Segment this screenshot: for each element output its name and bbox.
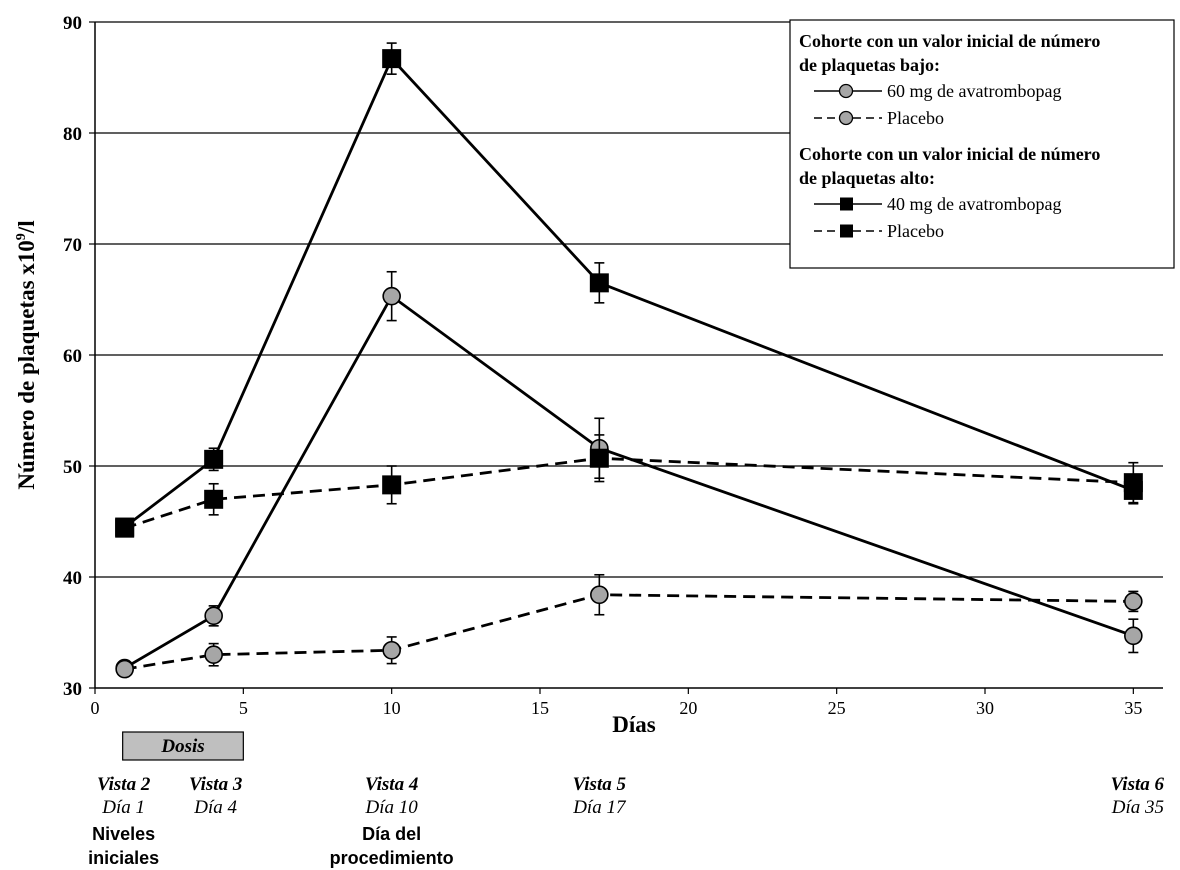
legend-heading: de plaquetas alto: (799, 168, 935, 188)
data-point (589, 448, 609, 468)
legend-item-label: 40 mg de avatrombopag (887, 194, 1061, 214)
y-tick-label: 90 (63, 13, 82, 34)
x-tick-label: 0 (91, 698, 100, 718)
visit-day-label: Día 10 (365, 797, 419, 818)
legend-item-label: Placebo (887, 221, 944, 241)
data-point (204, 645, 223, 665)
visit-day-label: Día 1 (101, 797, 145, 818)
grid-lines (95, 21, 1163, 578)
data-point (382, 49, 402, 69)
series-line (124, 456, 1134, 530)
visit-note: Niveles (92, 824, 155, 844)
visit-label: Vista 4 (365, 774, 418, 795)
visit-label: Vista 5 (573, 774, 627, 795)
y-axis-title-sup: 9 (14, 233, 29, 240)
y-tick-label: 40 (63, 568, 82, 589)
axes: 30 40 50 60 70 80 90 0 5 10 15 20 25 30 35 Días Número d… (14, 13, 1163, 737)
x-tick-label: 35 (1124, 698, 1142, 718)
legend-marker (840, 224, 853, 238)
data-point (382, 286, 401, 306)
visit-label: Vista 3 (189, 774, 242, 795)
visit-note: procedimiento (330, 848, 454, 868)
legend-heading: Cohorte con un valor inicial de número (799, 31, 1100, 51)
data-point (1124, 626, 1143, 646)
data-point (382, 475, 402, 495)
legend-heading: de plaquetas bajo: (799, 55, 940, 75)
x-tick-label: 20 (679, 698, 697, 718)
data-point (590, 585, 609, 605)
data-point (1124, 592, 1143, 611)
x-tick-label: 10 (383, 698, 401, 718)
data-point (589, 273, 609, 293)
data-point (204, 606, 223, 626)
data-point (115, 518, 135, 538)
legend-item-label: Placebo (887, 108, 944, 128)
visit-note: iniciales (88, 848, 159, 868)
data-point (204, 449, 224, 469)
data-point (1123, 473, 1143, 493)
visit-day-label: Día 4 (193, 797, 237, 818)
data-point (204, 489, 224, 509)
legend-box (789, 19, 1175, 269)
x-tick-label: 30 (976, 698, 994, 718)
legend-marker (840, 197, 853, 211)
data-series (115, 42, 1143, 679)
y-axis-title-unit: /l (14, 220, 39, 234)
series-bajo-placebo (115, 573, 1143, 679)
y-axis-title: Número de plaquetas x109/l (14, 220, 39, 489)
data-point (382, 640, 401, 660)
legend-marker (838, 83, 854, 99)
series-line (123, 294, 1134, 670)
y-tick-label: 30 (63, 679, 82, 700)
legend-item-label: 60 mg de avatrombopag (887, 81, 1061, 101)
dosing-box (122, 731, 244, 761)
y-tick-label: 80 (63, 124, 82, 145)
y-tick-label: 70 (63, 235, 82, 256)
legend-heading: Cohorte con un valor inicial de número (799, 144, 1100, 164)
visit-label: Vista 2 (97, 774, 151, 795)
visit-label: Vista 6 (1111, 774, 1165, 795)
visit-day-label: Día 17 (572, 797, 627, 818)
x-tick-label: 15 (531, 698, 549, 718)
visit-day-label: Día 35 (1111, 797, 1164, 818)
legend: Cohorte con un valor inicial de número de… (789, 19, 1175, 269)
y-tick-label: 50 (63, 457, 82, 478)
visit-note: Día del (362, 824, 421, 844)
dosing-label: Dosis (160, 736, 204, 757)
y-tick-label: 60 (63, 346, 82, 367)
x-tick-label: 25 (828, 698, 846, 718)
series-line (124, 593, 1134, 671)
x-axis-title: Días (612, 712, 656, 737)
y-axis-title-main: Número de plaquetas x10 (14, 240, 39, 489)
series-alto-placebo (115, 434, 1143, 538)
data-point (115, 659, 134, 679)
x-tick-label: 5 (239, 698, 248, 718)
legend-marker (838, 110, 854, 126)
